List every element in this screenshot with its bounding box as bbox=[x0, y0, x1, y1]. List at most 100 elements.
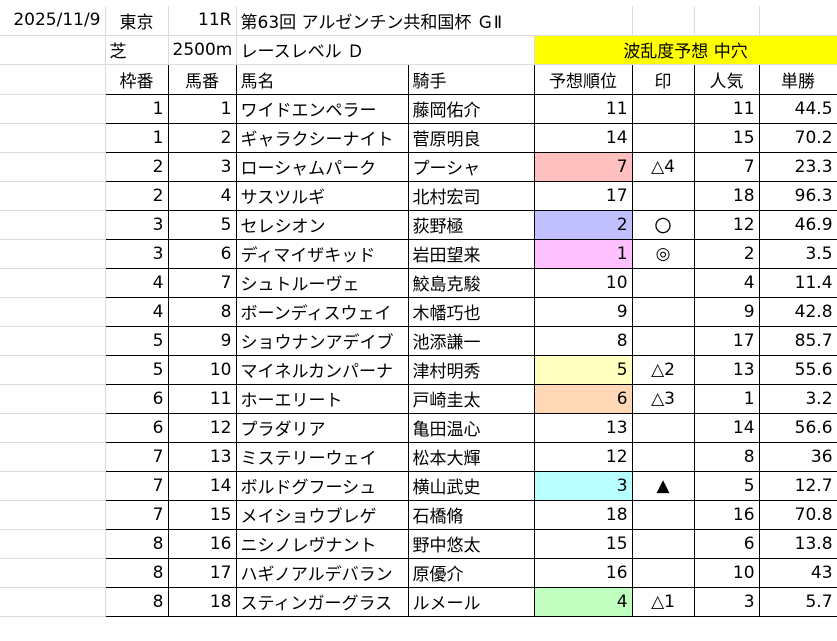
cell[interactable] bbox=[0, 384, 106, 414]
jockey-cell[interactable]: 横山武史 bbox=[407, 470, 535, 501]
jockey-cell[interactable]: 菅原明良 bbox=[407, 122, 535, 153]
col-name[interactable]: 馬名 bbox=[235, 63, 409, 95]
horse-name-cell[interactable]: ローシャムパーク bbox=[235, 151, 409, 182]
popularity-cell[interactable]: 7 bbox=[693, 151, 760, 182]
popularity-cell[interactable]: 6 bbox=[693, 528, 760, 559]
popularity-cell[interactable]: 13 bbox=[693, 354, 760, 385]
uma-cell[interactable]: 7 bbox=[167, 267, 237, 298]
waku-cell[interactable]: 1 bbox=[104, 122, 169, 153]
cell[interactable] bbox=[0, 152, 106, 182]
cell[interactable] bbox=[0, 123, 106, 153]
mark-cell[interactable] bbox=[631, 325, 695, 356]
uma-cell[interactable]: 17 bbox=[167, 557, 237, 588]
mark-cell[interactable] bbox=[631, 412, 695, 443]
cell[interactable] bbox=[0, 64, 106, 95]
mark-cell[interactable] bbox=[631, 528, 695, 559]
odds-cell[interactable]: 3.5 bbox=[758, 238, 837, 269]
rank-cell[interactable]: 1 bbox=[533, 238, 633, 269]
mark-cell[interactable] bbox=[631, 499, 695, 530]
waku-cell[interactable]: 4 bbox=[104, 296, 169, 327]
uma-cell[interactable]: 8 bbox=[167, 296, 237, 327]
waku-cell[interactable]: 1 bbox=[104, 93, 169, 124]
venue[interactable]: 東京 bbox=[105, 6, 169, 36]
cell[interactable] bbox=[0, 181, 106, 211]
cell[interactable] bbox=[0, 529, 106, 559]
uma-cell[interactable]: 9 bbox=[167, 325, 237, 356]
uma-cell[interactable]: 15 bbox=[167, 499, 237, 530]
waku-cell[interactable]: 8 bbox=[104, 528, 169, 559]
cell[interactable] bbox=[0, 500, 106, 530]
horse-name-cell[interactable]: ギャラクシーナイト bbox=[235, 122, 409, 153]
horse-name-cell[interactable]: ニシノレヴナント bbox=[235, 528, 409, 559]
cell[interactable] bbox=[0, 35, 106, 65]
uma-cell[interactable]: 3 bbox=[167, 151, 237, 182]
horse-name-cell[interactable]: ワイドエンペラー bbox=[235, 93, 409, 124]
jockey-cell[interactable]: 亀田温心 bbox=[407, 412, 535, 443]
odds-cell[interactable]: 96.3 bbox=[758, 180, 837, 211]
jockey-cell[interactable]: 岩田望来 bbox=[407, 238, 535, 269]
odds-cell[interactable]: 42.8 bbox=[758, 296, 837, 327]
mark-cell[interactable]: △4 bbox=[631, 151, 695, 182]
odds-cell[interactable]: 55.6 bbox=[758, 354, 837, 385]
popularity-cell[interactable]: 10 bbox=[693, 557, 760, 588]
horse-name-cell[interactable]: ボーンディスウェイ bbox=[235, 296, 409, 327]
horse-name-cell[interactable]: ボルドグフーシュ bbox=[235, 470, 409, 501]
waku-cell[interactable]: 2 bbox=[104, 151, 169, 182]
waku-cell[interactable]: 8 bbox=[104, 586, 169, 617]
forecast-banner[interactable]: 波乱度予想 中穴 bbox=[534, 35, 837, 65]
rank-cell[interactable]: 8 bbox=[533, 325, 633, 356]
mark-cell[interactable] bbox=[631, 296, 695, 327]
rank-cell[interactable]: 10 bbox=[533, 267, 633, 298]
horse-name-cell[interactable]: マイネルカンパーナ bbox=[235, 354, 409, 385]
uma-cell[interactable]: 14 bbox=[167, 470, 237, 501]
horse-name-cell[interactable]: ミステリーウェイ bbox=[235, 441, 409, 472]
jockey-cell[interactable]: ルメール bbox=[407, 586, 535, 617]
cell[interactable] bbox=[0, 239, 106, 269]
cell[interactable] bbox=[0, 471, 106, 501]
horse-name-cell[interactable]: シュトルーヴェ bbox=[235, 267, 409, 298]
jockey-cell[interactable]: プーシャ bbox=[407, 151, 535, 182]
mark-cell[interactable] bbox=[631, 180, 695, 211]
horse-name-cell[interactable]: プラダリア bbox=[235, 412, 409, 443]
rank-cell[interactable]: 6 bbox=[533, 383, 633, 414]
odds-cell[interactable]: 23.3 bbox=[758, 151, 837, 182]
rank-cell[interactable]: 11 bbox=[533, 93, 633, 124]
jockey-cell[interactable]: 松本大輝 bbox=[407, 441, 535, 472]
horse-name-cell[interactable]: ショウナンアデイブ bbox=[235, 325, 409, 356]
cell[interactable] bbox=[632, 6, 695, 36]
mark-cell[interactable]: ▲ bbox=[631, 470, 695, 501]
jockey-cell[interactable]: 津村明秀 bbox=[407, 354, 535, 385]
waku-cell[interactable]: 6 bbox=[104, 412, 169, 443]
popularity-cell[interactable]: 16 bbox=[693, 499, 760, 530]
uma-cell[interactable]: 10 bbox=[167, 354, 237, 385]
race-date[interactable]: 2025/11/9 bbox=[0, 6, 106, 36]
uma-cell[interactable]: 4 bbox=[167, 180, 237, 211]
uma-cell[interactable]: 13 bbox=[167, 441, 237, 472]
jockey-cell[interactable]: 藤岡佑介 bbox=[407, 93, 535, 124]
col-odds[interactable]: 単勝 bbox=[758, 63, 837, 95]
cell[interactable] bbox=[0, 94, 106, 124]
odds-cell[interactable]: 13.8 bbox=[758, 528, 837, 559]
race-name[interactable]: 第63回 アルゼンチン共和国杯 ＧⅡ bbox=[236, 6, 633, 36]
mark-cell[interactable] bbox=[631, 441, 695, 472]
popularity-cell[interactable]: 5 bbox=[693, 470, 760, 501]
odds-cell[interactable]: 56.6 bbox=[758, 412, 837, 443]
popularity-cell[interactable]: 4 bbox=[693, 267, 760, 298]
popularity-cell[interactable]: 9 bbox=[693, 296, 760, 327]
horse-name-cell[interactable]: メイショウブレゲ bbox=[235, 499, 409, 530]
col-jockey[interactable]: 騎手 bbox=[407, 63, 535, 95]
col-uma[interactable]: 馬番 bbox=[167, 63, 237, 95]
horse-name-cell[interactable]: スティンガーグラス bbox=[235, 586, 409, 617]
popularity-cell[interactable]: 8 bbox=[693, 441, 760, 472]
cell[interactable] bbox=[759, 6, 837, 36]
waku-cell[interactable]: 5 bbox=[104, 354, 169, 385]
popularity-cell[interactable]: 18 bbox=[693, 180, 760, 211]
jockey-cell[interactable]: 木幡巧也 bbox=[407, 296, 535, 327]
rank-cell[interactable]: 5 bbox=[533, 354, 633, 385]
jockey-cell[interactable]: 池添謙一 bbox=[407, 325, 535, 356]
distance[interactable]: 2500m bbox=[168, 35, 237, 65]
popularity-cell[interactable]: 11 bbox=[693, 93, 760, 124]
mark-cell[interactable]: △3 bbox=[631, 383, 695, 414]
mark-cell[interactable]: △2 bbox=[631, 354, 695, 385]
waku-cell[interactable]: 7 bbox=[104, 499, 169, 530]
